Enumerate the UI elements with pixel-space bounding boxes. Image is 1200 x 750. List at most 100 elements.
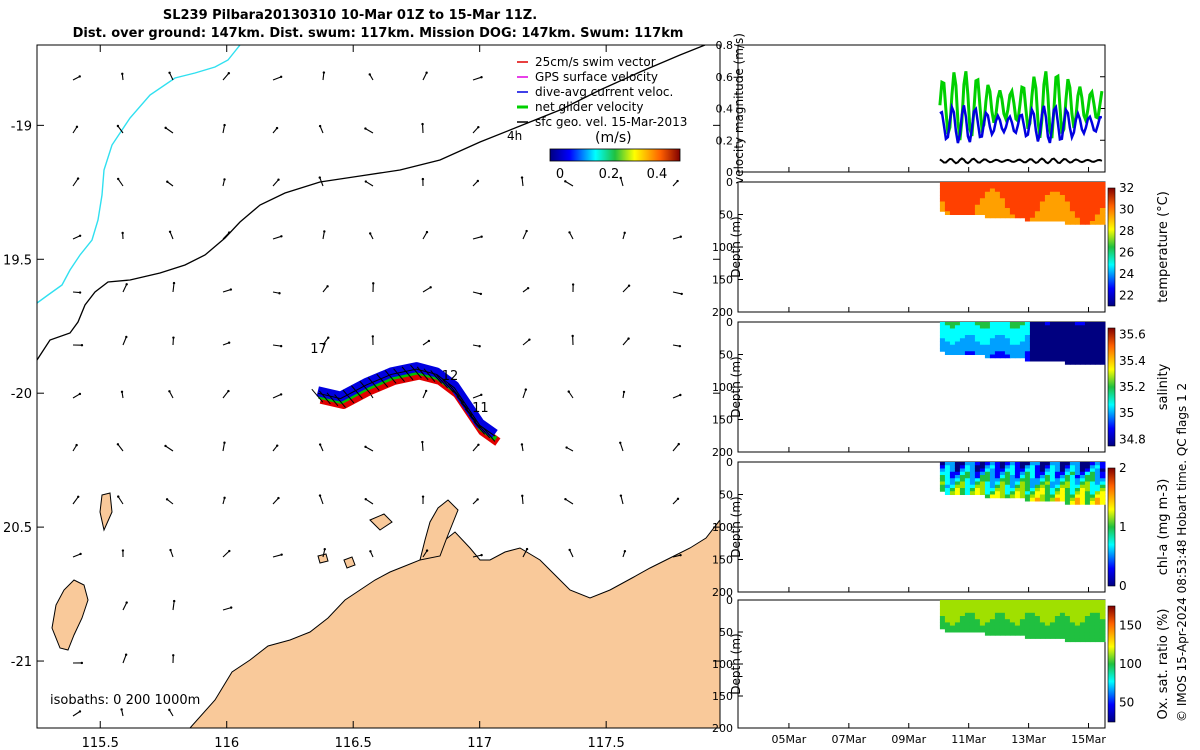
- profile-cell: [959, 185, 966, 189]
- profile-cell: [1004, 471, 1011, 476]
- sfc-velocity-arrow: [422, 390, 427, 399]
- profile-cell: [1064, 341, 1071, 346]
- profile-cell: [994, 331, 1001, 336]
- profile-cell: [974, 191, 981, 196]
- profile-cell: [1074, 622, 1081, 627]
- profile-cell: [1039, 632, 1046, 636]
- profile-cell: [1044, 491, 1051, 495]
- profile-cell: [1079, 338, 1086, 342]
- profile-cell: [959, 328, 966, 333]
- profile-cell: [1064, 471, 1071, 476]
- colorbar-tick-label: 35.4: [1119, 354, 1146, 368]
- profile-cell: [1059, 478, 1066, 482]
- profile-cell: [1064, 195, 1071, 199]
- profile-cell: [954, 600, 961, 604]
- sfc-velocity-arrowhead: [280, 235, 283, 238]
- profile-cell: [1074, 628, 1081, 633]
- profile-cell: [1074, 191, 1081, 196]
- sfc-velocity-arrowhead: [571, 283, 575, 286]
- profile-cell: [944, 462, 951, 466]
- profile-cell: [1094, 497, 1101, 502]
- profile-cell: [1099, 632, 1106, 636]
- profile-cell: [1024, 612, 1031, 617]
- profile-cell: [984, 195, 991, 199]
- profile-cell: [1074, 322, 1081, 326]
- profile-cell: [1069, 628, 1076, 633]
- profile-cell: [964, 191, 971, 196]
- profile-cell: [1054, 619, 1061, 623]
- sfc-velocity-arrow: [222, 72, 230, 81]
- sfc-velocity-arrow: [421, 441, 424, 452]
- profile-cell: [944, 204, 951, 209]
- profile-cell: [1089, 635, 1096, 639]
- profile-cell: [1064, 201, 1071, 206]
- sfc-velocity-arrowhead: [322, 71, 326, 74]
- profile-cell: [1019, 182, 1026, 186]
- sfc-velocity-arrowhead: [227, 341, 231, 344]
- profile-cell: [1069, 322, 1076, 326]
- profile-cell: [1004, 606, 1011, 611]
- legend-entry: sfc geo. vel. 15-Mar-2013: [517, 115, 687, 129]
- track-vector: [311, 388, 324, 403]
- profile-cell: [1039, 211, 1046, 215]
- profile-cell: [1049, 600, 1056, 604]
- profile-cell: [1029, 195, 1036, 199]
- profile-cell: [1094, 471, 1101, 476]
- profile-cell: [974, 201, 981, 206]
- profile-cell: [1094, 638, 1101, 643]
- profile-cell: [979, 628, 986, 633]
- profile-cell: [1019, 619, 1026, 623]
- profile-cell: [1034, 488, 1041, 492]
- profile-cell: [994, 335, 1001, 339]
- profile-cell: [1019, 468, 1026, 473]
- profile-cell: [1034, 341, 1041, 346]
- profile-cell: [974, 208, 981, 212]
- profile-cell: [1064, 462, 1071, 466]
- profile-cell: [1054, 612, 1061, 617]
- profile-cell: [1024, 481, 1031, 486]
- sfc-velocity-arrowhead: [279, 393, 283, 396]
- profile-cell: [1024, 465, 1031, 469]
- profile-cell: [1094, 494, 1101, 499]
- profile-cell: [954, 468, 961, 473]
- profile-cell: [1074, 494, 1081, 499]
- profile-cell: [1089, 491, 1096, 495]
- profile-cell: [949, 625, 956, 630]
- profile-cell: [944, 491, 951, 495]
- profile-cell: [964, 322, 971, 326]
- colorbar-tick-label: 26: [1119, 245, 1134, 259]
- profile-cell: [1069, 471, 1076, 476]
- sfc-velocity-arrow: [117, 443, 124, 452]
- profile-cell: [1064, 211, 1071, 215]
- profile-cell: [1039, 341, 1046, 346]
- profile-cell: [1029, 622, 1036, 627]
- profile-cell: [1089, 357, 1096, 362]
- profile-cell: [939, 325, 946, 329]
- profile-cell: [1019, 484, 1026, 489]
- profile-cell: [1094, 204, 1101, 209]
- profile-cell: [1029, 632, 1036, 636]
- profile-cell: [1039, 606, 1046, 611]
- profile-cell: [1004, 328, 1011, 333]
- profile-cell: [999, 632, 1006, 636]
- profile-cell: [1074, 632, 1081, 636]
- sfc-velocity-arrowhead: [480, 235, 483, 238]
- profile-cell: [974, 475, 981, 479]
- profile-cell: [994, 481, 1001, 486]
- profile-cell: [989, 185, 996, 189]
- sfc-velocity-arrowhead: [565, 446, 568, 449]
- profile-cell: [1054, 478, 1061, 482]
- sfc-velocity-arrow: [319, 495, 324, 505]
- profile-cell: [1084, 475, 1091, 479]
- profile-cell: [1064, 354, 1071, 359]
- sfc-velocity-arrowhead: [364, 498, 367, 501]
- profile-cell: [984, 204, 991, 209]
- profile-cell: [1079, 354, 1086, 359]
- profile-cell: [1009, 619, 1016, 623]
- profile-cell: [979, 616, 986, 620]
- profile-cell: [1074, 335, 1081, 339]
- profile-cell: [1099, 188, 1106, 193]
- profile-cell: [994, 632, 1001, 636]
- profile-cell: [964, 471, 971, 476]
- sfc-velocity-arrow: [672, 291, 682, 295]
